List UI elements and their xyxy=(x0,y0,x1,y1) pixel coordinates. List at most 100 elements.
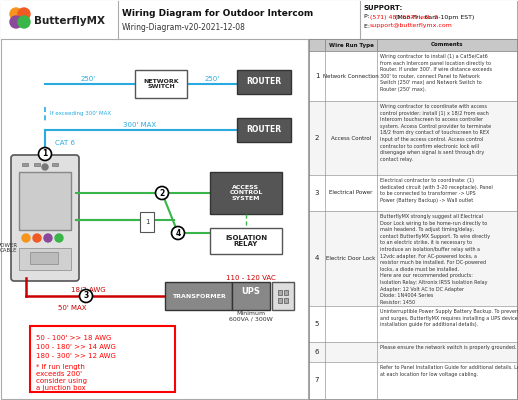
Text: NETWORK
SWITCH: NETWORK SWITCH xyxy=(143,78,179,89)
Text: Electric Door Lock: Electric Door Lock xyxy=(326,256,376,261)
Bar xyxy=(19,248,71,270)
Text: POWER
CABLE: POWER CABLE xyxy=(0,242,18,254)
Bar xyxy=(30,252,58,264)
Text: 250': 250' xyxy=(205,76,220,82)
Bar xyxy=(309,39,517,51)
Text: 5: 5 xyxy=(315,321,319,327)
Bar xyxy=(284,298,288,303)
Bar xyxy=(1,1,517,39)
Text: TRANSFORMER: TRANSFORMER xyxy=(171,294,225,298)
Text: E:: E: xyxy=(364,24,372,28)
Bar xyxy=(210,172,282,214)
Text: 300' MAX: 300' MAX xyxy=(123,122,156,128)
Circle shape xyxy=(10,16,22,28)
Text: Wire Run Type: Wire Run Type xyxy=(328,42,373,48)
Text: ROUTER: ROUTER xyxy=(247,126,282,134)
Text: Comments: Comments xyxy=(431,42,463,48)
Text: If no ACS: If no ACS xyxy=(232,228,260,232)
Bar xyxy=(309,211,517,306)
Bar xyxy=(30,326,175,392)
Bar xyxy=(309,342,517,362)
Text: Refer to Panel Installation Guide for additional details. Leave 6' service loop
: Refer to Panel Installation Guide for ad… xyxy=(380,365,518,377)
Bar xyxy=(237,118,291,142)
Text: Access Control: Access Control xyxy=(331,136,371,140)
Bar xyxy=(135,70,187,98)
Text: Electrical Power: Electrical Power xyxy=(329,190,372,196)
Text: Wiring contractor to coordinate with access
control provider; install (1) x 18/2: Wiring contractor to coordinate with acc… xyxy=(380,104,491,162)
Text: 6: 6 xyxy=(315,349,319,355)
Circle shape xyxy=(42,164,48,170)
Circle shape xyxy=(18,8,30,20)
Text: 110 - 120 VAC: 110 - 120 VAC xyxy=(226,275,276,281)
Text: 3: 3 xyxy=(315,190,319,196)
Text: Electrical contractor to coordinate: (1)
dedicated circuit (with 3-20 receptacle: Electrical contractor to coordinate: (1)… xyxy=(380,178,493,203)
Text: 50 - 100' >> 18 AWG: 50 - 100' >> 18 AWG xyxy=(36,335,111,341)
Bar xyxy=(278,290,282,295)
Text: Minimum
600VA / 300W: Minimum 600VA / 300W xyxy=(229,310,273,322)
Circle shape xyxy=(55,234,63,242)
Text: (Mon-Fri, 6am-10pm EST): (Mon-Fri, 6am-10pm EST) xyxy=(393,14,474,20)
Bar xyxy=(237,70,291,94)
Text: 1: 1 xyxy=(145,219,149,225)
Text: UPS: UPS xyxy=(241,286,261,296)
Bar xyxy=(34,163,40,166)
Text: ROUTER: ROUTER xyxy=(247,78,282,86)
Text: 50' MAX: 50' MAX xyxy=(57,305,87,311)
Text: 100 - 180' >> 14 AWG: 100 - 180' >> 14 AWG xyxy=(36,344,116,350)
Text: 18/2 AWG: 18/2 AWG xyxy=(70,287,105,293)
Text: 250': 250' xyxy=(80,76,95,82)
Text: 4: 4 xyxy=(176,228,181,238)
Text: 1: 1 xyxy=(42,150,48,158)
Text: If exceeding 300' MAX: If exceeding 300' MAX xyxy=(50,112,111,116)
FancyBboxPatch shape xyxy=(11,155,79,281)
Text: 1: 1 xyxy=(315,73,319,79)
Circle shape xyxy=(171,226,184,240)
Text: SUPPORT:: SUPPORT: xyxy=(364,5,403,11)
Bar xyxy=(309,306,517,342)
Circle shape xyxy=(38,148,51,160)
Text: 4: 4 xyxy=(315,256,319,262)
Text: ButterflyMX strongly suggest all Electrical
Door Lock wiring to be home-run dire: ButterflyMX strongly suggest all Electri… xyxy=(380,214,490,305)
Text: ButterflyMX: ButterflyMX xyxy=(34,16,105,26)
Circle shape xyxy=(44,234,52,242)
Circle shape xyxy=(10,8,22,20)
Circle shape xyxy=(18,16,30,28)
Circle shape xyxy=(22,234,30,242)
Bar xyxy=(19,172,71,230)
Bar xyxy=(232,282,270,310)
Bar xyxy=(140,212,154,232)
Bar xyxy=(309,51,517,101)
Bar xyxy=(278,298,282,303)
Text: Network Connection: Network Connection xyxy=(323,74,379,78)
Text: Please ensure the network switch is properly grounded.: Please ensure the network switch is prop… xyxy=(380,345,516,350)
Text: 2: 2 xyxy=(160,188,165,198)
Text: CAT 6: CAT 6 xyxy=(55,140,75,146)
Text: 7: 7 xyxy=(315,378,319,384)
Bar xyxy=(309,362,517,399)
Text: Wiring contractor to install (1) a Cat5e/Cat6
from each Intercom panel location : Wiring contractor to install (1) a Cat5e… xyxy=(380,54,492,92)
Circle shape xyxy=(155,186,168,200)
Bar xyxy=(165,282,232,310)
Text: Uninterruptible Power Supply Battery Backup. To prevent voltage drops
and surges: Uninterruptible Power Supply Battery Bac… xyxy=(380,309,518,327)
Text: (571) 480.6379 ext. 2: (571) 480.6379 ext. 2 xyxy=(370,14,438,20)
Text: * If run length
exceeds 200'
consider using
a junction box: * If run length exceeds 200' consider us… xyxy=(36,364,87,391)
Bar xyxy=(284,290,288,295)
Circle shape xyxy=(79,290,93,302)
Text: 2: 2 xyxy=(315,135,319,141)
Text: support@butterflymx.com: support@butterflymx.com xyxy=(370,24,453,28)
Text: ACCESS
CONTROL
SYSTEM: ACCESS CONTROL SYSTEM xyxy=(229,185,263,201)
Bar xyxy=(210,228,282,254)
Circle shape xyxy=(33,234,41,242)
Bar xyxy=(272,282,294,310)
Bar xyxy=(309,175,517,211)
Bar xyxy=(52,163,58,166)
Text: ISOLATION
RELAY: ISOLATION RELAY xyxy=(225,234,267,248)
Text: 3: 3 xyxy=(83,292,89,300)
Bar xyxy=(309,101,517,175)
Text: Wiring-Diagram-v20-2021-12-08: Wiring-Diagram-v20-2021-12-08 xyxy=(122,22,246,32)
Bar xyxy=(22,163,28,166)
Text: Wiring Diagram for Outdoor Intercom: Wiring Diagram for Outdoor Intercom xyxy=(122,8,313,18)
Text: 180 - 300' >> 12 AWG: 180 - 300' >> 12 AWG xyxy=(36,353,116,359)
Text: P:: P: xyxy=(364,14,372,20)
